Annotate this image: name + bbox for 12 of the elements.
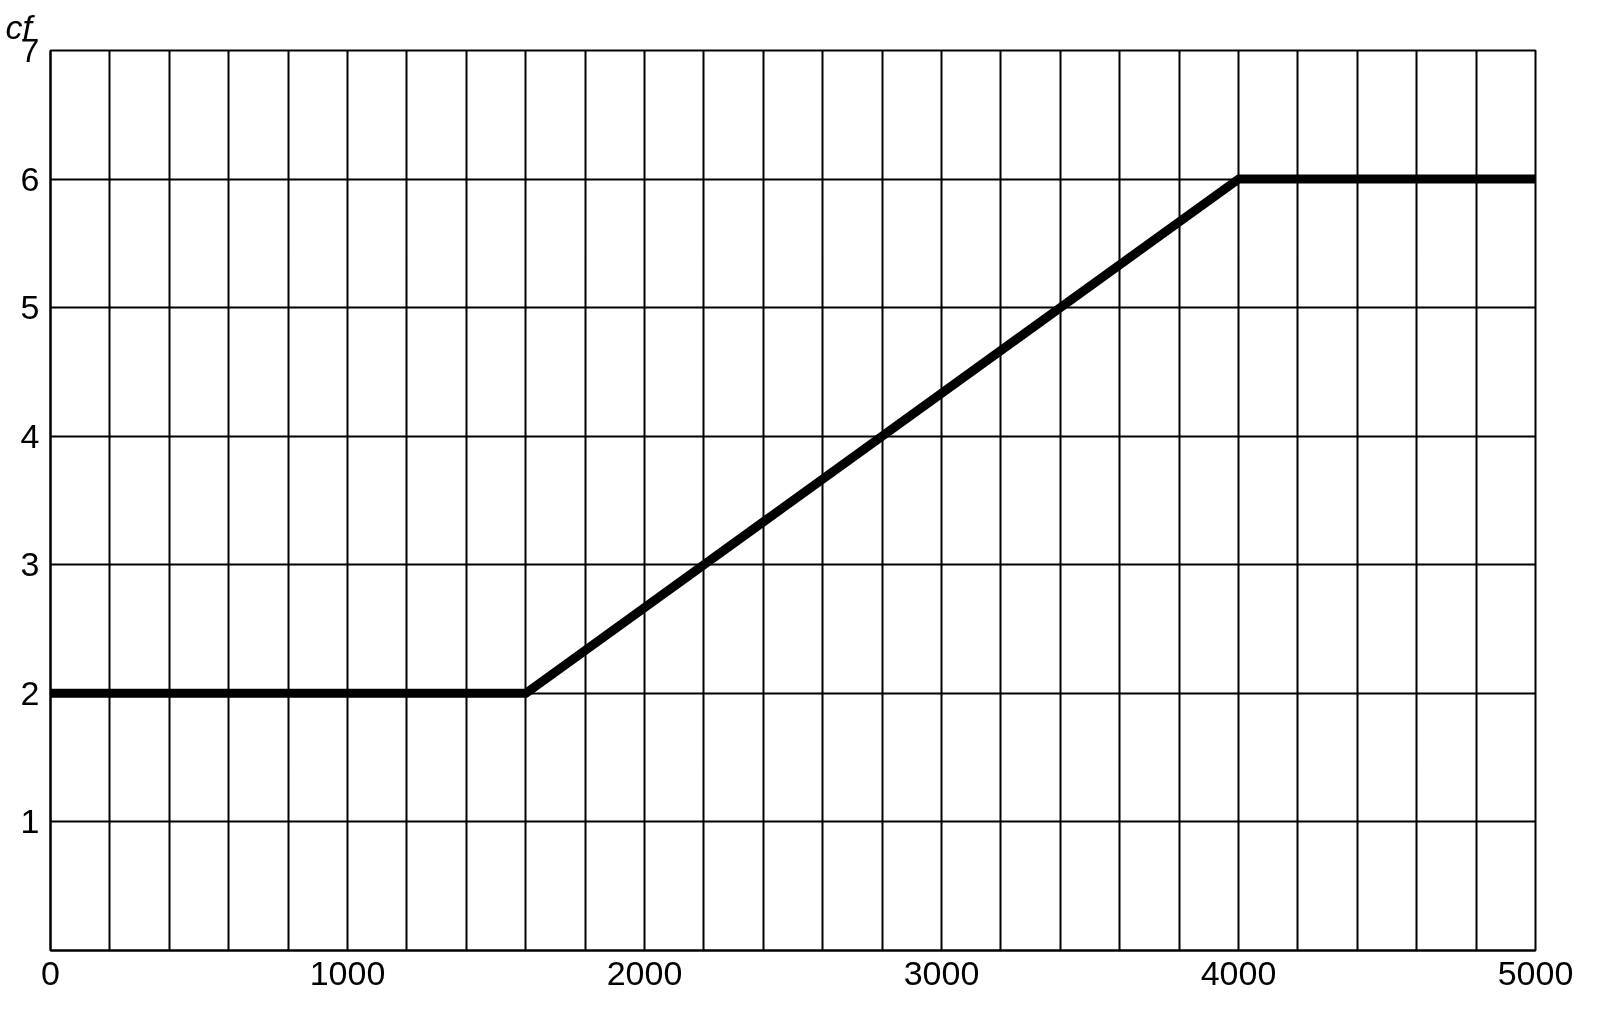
y-tick-label: 6 [20,159,40,198]
x-tick-label: 1000 [309,953,386,992]
y-tick-label: 1 [20,802,40,841]
y-tick-label: 3 [20,545,40,584]
x-tick-label: 0 [41,953,60,992]
x-tick-label: 3000 [903,953,980,992]
x-tick-label: 4000 [1200,953,1277,992]
x-tick-label: 5000 [1497,953,1574,992]
y-tick-label: 4 [20,416,40,455]
y-tick-label: 5 [20,288,40,327]
y-tick-label: 2 [20,673,40,712]
x-tick-label: 2000 [606,953,683,992]
